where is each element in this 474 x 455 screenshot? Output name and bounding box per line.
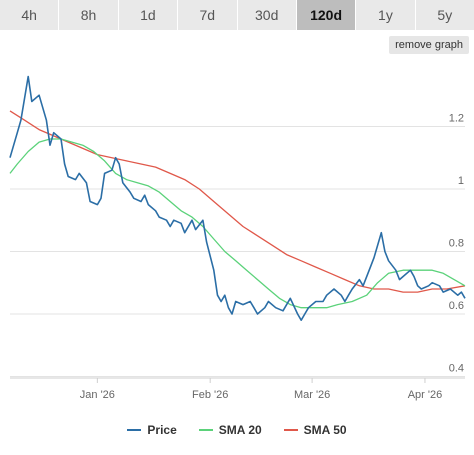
x-tick-label: Mar '26	[294, 389, 330, 401]
tab-30d[interactable]: 30d	[237, 0, 297, 30]
tab-1d[interactable]: 1d	[118, 0, 179, 30]
legend-swatch	[198, 429, 213, 431]
tab-1y[interactable]: 1y	[356, 0, 416, 30]
tab-7d[interactable]: 7d	[178, 0, 238, 30]
legend-item-price[interactable]: Price	[127, 423, 177, 437]
legend-swatch	[127, 429, 142, 431]
legend-item-sma-50[interactable]: SMA 50	[283, 423, 347, 437]
grid-lines	[10, 125, 465, 379]
remove-graph-button[interactable]: remove graph	[389, 36, 469, 54]
y-tick-label: 0.4	[449, 362, 464, 374]
y-tick-label: 1.2	[449, 112, 464, 124]
legend: Price SMA 20 SMA 50	[0, 420, 474, 440]
price-chart: 0.4 0.6 0.8 1 1.2 Jan '26 Feb '26 Mar '26 Apr '…	[9, 75, 466, 401]
timeframe-tabs: 4h 8h 1d 7d 30d 120d 1y 5y	[0, 0, 474, 30]
series-line-sma-20	[9, 138, 466, 309]
tab-8h[interactable]: 8h	[59, 0, 119, 30]
legend-label: SMA 20	[218, 423, 262, 437]
series-line-sma-50	[9, 110, 466, 293]
series-lines	[9, 75, 466, 321]
tab-120d[interactable]: 120d	[296, 0, 357, 30]
tab-4h[interactable]: 4h	[0, 0, 60, 30]
x-tick-label: Apr '26	[408, 389, 443, 401]
y-tick-label: 1	[458, 175, 464, 187]
legend-item-sma-20[interactable]: SMA 20	[198, 423, 262, 437]
tab-5y[interactable]: 5y	[415, 0, 474, 30]
legend-swatch	[283, 429, 298, 431]
x-tick-label: Feb '26	[192, 389, 228, 401]
series-line-price	[9, 75, 466, 321]
legend-label: SMA 50	[303, 423, 347, 437]
y-tick-label: 0.6	[449, 300, 464, 312]
y-axis-ticks: 0.4 0.6 0.8 1 1.2	[449, 112, 464, 374]
x-tick-label: Jan '26	[80, 389, 115, 401]
legend-label: Price	[147, 423, 177, 437]
x-axis-ticks: Jan '26 Feb '26 Mar '26 Apr '26	[80, 378, 442, 401]
y-tick-label: 0.8	[449, 237, 464, 249]
